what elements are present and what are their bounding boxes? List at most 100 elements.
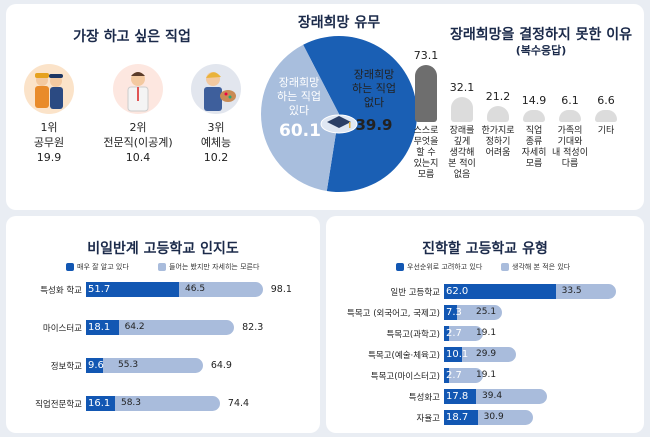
reason-value: 6.1 [561,94,579,107]
bar-value-secondary: 29.9 [476,349,497,359]
reason-value: 6.6 [597,94,615,107]
reason-value: 21.2 [485,89,511,103]
bar-segment-secondary [444,368,484,383]
awareness-legend-2: 들어는 봤지만 자세히는 모른다 [158,262,259,272]
bar-value-primary: 51.7 [88,284,111,295]
job-rank: 3위 [207,121,225,134]
bar-total: 64.9 [210,360,232,371]
bar-segment-primary [444,305,458,320]
bar-value-primary: 18.1 [88,322,111,333]
bar-category-label: 마이스터교 [42,324,82,334]
awareness-legend-1: 매우 잘 알고 있다 [66,262,129,272]
bar-segment-primary [444,368,449,383]
job-name: 공무원 [33,136,65,149]
legend-swatch [396,263,404,271]
pie-no-value: 39.9 [355,116,393,134]
legend-label: 생각해 본 적은 있다 [512,263,571,271]
bar-segment-primary [444,347,463,362]
bar-category-label: 특성화고 [408,393,440,403]
job-value: 10.4 [125,151,151,164]
bar-total: 82.3 [242,322,264,333]
awareness-panel: 비일반계 고등학교 인지도 매우 잘 알고 있다 들어는 봤지만 자세히는 모른… [6,216,320,433]
bar-category-label: 정보학교 [50,362,82,372]
awareness-title: 비일반계 고등학교 인지도 [87,241,239,257]
pie-yes-value: 60.1 [279,121,321,141]
bar-value-primary: 18.7 [446,412,469,423]
bar-value-primary: 2.7 [446,328,462,339]
bar-value-primary: 7.3 [446,307,462,318]
bar-value-secondary: 58.3 [120,398,142,408]
hope-title: 장래희망 유무 [297,15,381,31]
bar-category-label: 특목고(과학고) [386,330,440,340]
job-item-2: 2위 전문직(이공계) 10.4 [102,64,174,165]
reason-bar [487,105,509,122]
reason-label: 기타 [597,126,615,136]
bar-category-label: 특성화 학교 [40,286,82,296]
bar-value-secondary: 30.9 [483,412,504,422]
bar-value-secondary: 19.1 [476,328,497,338]
bar-segment-primary [444,410,478,425]
pie-yes-label: 장래희망 하는 직업 있다 [277,76,321,117]
reason-bar [595,110,617,122]
bar-category-label: 특목고(마이스터고) [370,372,440,382]
bar-segment-primary [444,284,556,299]
bar-segment-primary [86,320,119,335]
top-panel: 가장 하고 싶은 직업 1위 공무원 19.9 2위 전문직(이공계) 10.4 [6,4,644,210]
artist-avatar [191,64,241,114]
jobs-title: 가장 하고 싶은 직업 [73,29,191,45]
intent-title: 진학할 고등학교 유형 [422,241,548,257]
bar-total: 74.4 [227,398,250,409]
bar-category-label: 일반 고등학교 [390,288,440,298]
bar-value-primary: 9.6 [88,360,104,371]
bar-segment-secondary [86,320,235,335]
bar-total: 98.1 [270,284,292,295]
bar-category-label: 자율고 [416,414,440,424]
reason-label: 직업 종류 자세히 모름 [521,126,547,169]
reason-label: 가족의 기대와 내 적성이 다름 [552,126,588,169]
job-name: 전문직(이공계) [103,136,173,149]
job-name: 예체능 [200,136,232,149]
legend-swatch [158,263,166,271]
job-rank: 2위 [129,121,147,134]
intent-legend-2: 생각해 본 적은 있다 [501,262,570,272]
hope-pie [261,35,418,193]
reason-bar [451,97,473,122]
reason-value: 14.9 [521,94,547,107]
reason-bar [559,110,581,122]
job-item-1: 1위 공무원 19.9 [22,64,76,165]
reasons-title: 장래희망을 결정하지 못한 이유 [449,27,633,43]
firefighter-police-avatar [24,64,74,114]
bar-segment-secondary [444,305,503,320]
bar-segment-primary [86,282,180,297]
reason-label: 장래를 깊게 생각해 본 적이 없음 [448,126,476,180]
bar-segment-primary [86,396,115,411]
bar-value-secondary: 25.1 [476,307,497,317]
legend-label: 매우 잘 알고 있다 [77,263,129,271]
intent-legend-1: 우선순위로 고려하고 있다 [396,262,482,272]
bar-value-secondary: 64.2 [124,322,145,332]
bar-value-secondary: 46.5 [185,284,206,294]
legend-swatch [66,263,74,271]
bar-segment-primary [86,358,104,373]
bar-value-primary: 62.0 [446,286,469,297]
bar-value-primary: 2.7 [446,370,462,381]
reason-bar [415,65,437,122]
bar-category-label: 직업전문학교 [35,400,82,410]
bar-segment-secondary [86,396,220,411]
doctor-avatar [113,64,163,114]
job-item-3: 3위 예체능 10.2 [189,64,243,165]
bar-segment-secondary [444,326,484,341]
reason-label: 한가지로 정하기 어려움 [481,126,515,158]
bar-value-primary: 16.1 [88,398,111,409]
bar-value-primary: 17.8 [446,391,469,402]
reason-value: 73.1 [413,49,439,63]
pie-slice-no [261,44,339,192]
reasons-subtitle: (복수응답) [515,44,567,57]
legend-swatch [501,263,509,271]
job-value: 19.9 [36,151,62,164]
job-rank: 1위 [40,121,58,134]
bar-category-label: 특목고(예술·체육고) [368,351,440,361]
legend-label: 우선순위로 고려하고 있다 [407,263,483,271]
reason-label: 스스로 무엇을 할 수 있는지 모름 [413,126,439,180]
bar-segment-secondary [86,358,203,373]
